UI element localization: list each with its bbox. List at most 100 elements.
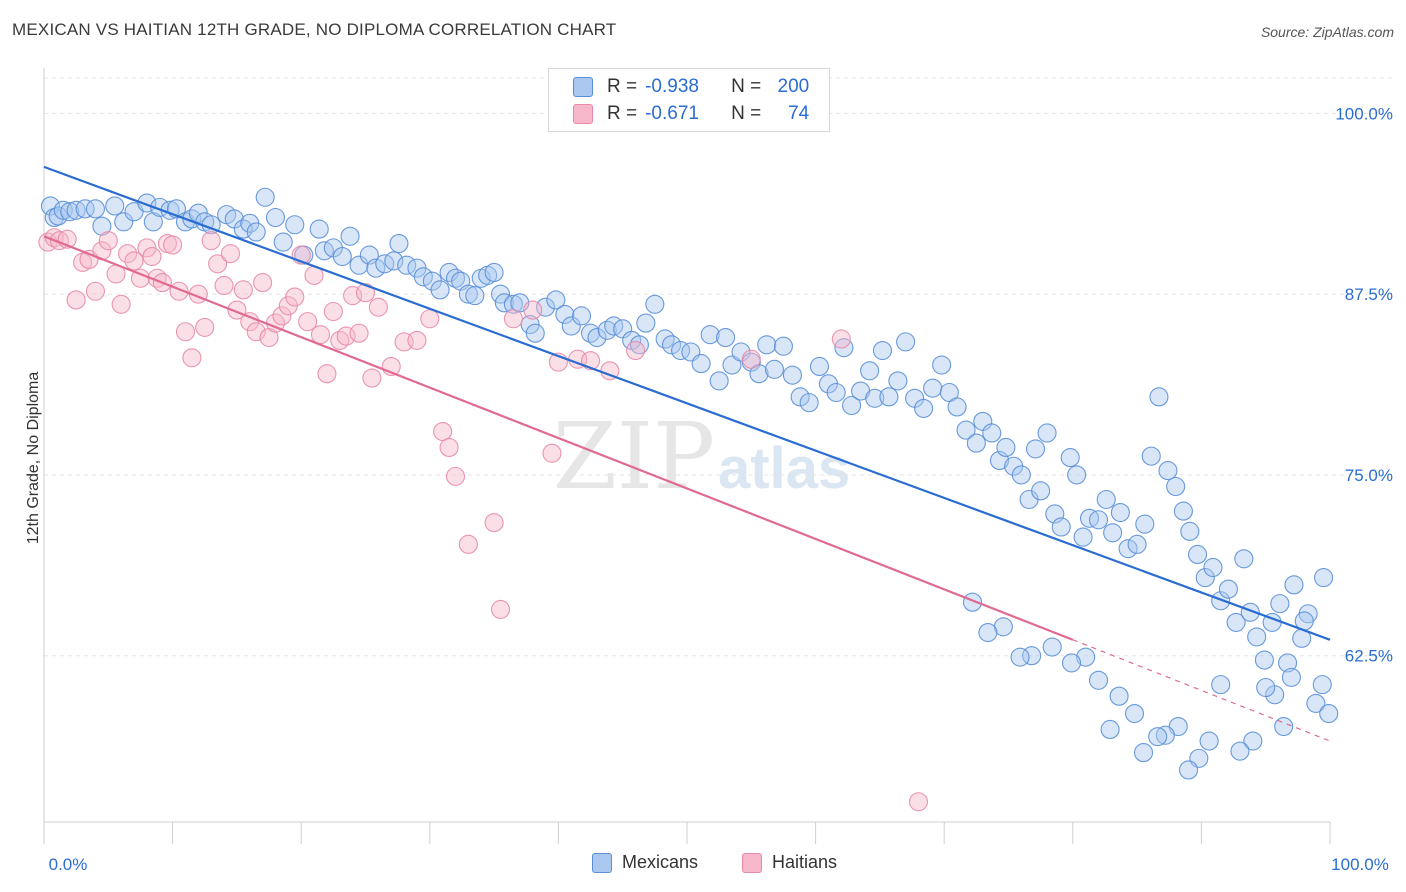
point-mexicans-35 [332,247,352,267]
point-mexicans-131 [1096,489,1116,510]
point-mexicans-98 [842,395,862,416]
point-mexicans-68 [587,327,607,348]
point-mexicans-136 [1135,514,1155,534]
point-mexicans-119 [1011,465,1031,485]
y-axis-label: 12th Grade, No Diploma [25,371,42,545]
point-mexicans-160 [1312,675,1332,695]
point-mexicans-39 [366,258,386,278]
point-mexicans-30 [285,215,305,235]
point-mexicans-75 [645,294,665,314]
point-mexicans-170 [1211,675,1231,695]
point-mexicans-51 [458,284,478,304]
point-mexicans-91 [782,365,803,385]
point-mexicans-159 [1306,693,1326,713]
point-mexicans-52 [465,286,485,306]
legend-row-mexicans: R = -0.938 N = 200 [573,74,809,100]
point-haitians-73 [908,792,929,812]
point-mexicans-173 [1178,760,1199,780]
point-mexicans-66 [571,306,592,326]
point-haitians-4 [66,290,86,310]
point-mexicans-107 [914,398,934,418]
point-mexicans-117 [996,437,1016,457]
point-mexicans-156 [1284,575,1304,595]
point-mexicans-122 [1031,481,1051,501]
point-mexicans-47 [430,280,450,300]
source-label: Source: ZipAtlas.com [1260,24,1394,40]
legend-n-label: N = [731,103,762,124]
point-haitians-55 [407,330,427,350]
point-mexicans-89 [764,359,784,379]
point-mexicans-147 [1218,579,1238,599]
point-mexicans-13 [143,212,163,232]
x-tick-label-1: 100.0% [1331,855,1389,874]
legend-r-value-haitians: -0.671 [645,103,699,124]
point-mexicans-128 [1073,527,1093,547]
point-mexicans-88 [757,335,777,355]
point-mexicans-58 [503,294,523,314]
point-mexicans-36 [340,226,360,246]
point-mexicans-8 [92,216,112,236]
point-mexicans-135 [1127,534,1147,554]
point-mexicans-188 [978,623,998,643]
point-haitians-27 [208,254,228,274]
watermark-atlas: atlas [718,436,850,501]
point-mexicans-133 [1110,502,1130,523]
point-haitians-72 [831,329,851,349]
point-mexicans-80 [691,354,711,374]
point-mexicans-27 [255,187,275,207]
point-haitians-71 [741,349,761,369]
point-mexicans-4 [60,202,80,222]
point-mexicans-138 [1149,387,1169,407]
point-haitians-23 [182,348,202,368]
point-mexicans-28 [265,207,286,228]
point-mexicans-111 [947,397,967,417]
point-haitians-33 [246,322,266,342]
legend-swatch-haitians [573,104,593,124]
point-mexicans-132 [1103,523,1123,543]
chart-title: MEXICAN VS HAITIAN 12TH GRADE, NO DIPLOM… [12,20,617,39]
point-mexicans-61 [525,323,545,343]
point-mexicans-6 [75,199,95,219]
point-mexicans-85 [731,342,751,362]
y-tick-label-1: 87.5% [1345,285,1393,304]
point-mexicans-42 [389,233,409,254]
point-mexicans-121 [1025,439,1046,459]
point-haitians-43 [310,325,331,345]
point-mexicans-123 [1037,423,1057,443]
point-mexicans-29 [273,232,293,252]
point-haitians-45 [323,301,343,322]
point-haitians-35 [259,327,279,348]
point-mexicans-130 [1088,510,1109,530]
trend-line-haitians [43,235,1074,641]
point-mexicans-125 [1051,517,1071,537]
point-haitians-52 [368,297,388,317]
point-mexicans-41 [384,251,404,271]
legend-n-label: N = [731,76,762,97]
bottom-legend-haitians: Haitians [742,852,837,873]
point-mexicans-169 [1230,741,1250,761]
point-mexicans-181 [1088,670,1109,690]
point-mexicans-64 [555,304,575,324]
point-haitians-25 [195,317,215,337]
point-mexicans-37 [349,255,369,275]
legend-r-label: R = [607,76,638,97]
point-mexicans-104 [888,371,908,391]
point-haitians-13 [124,251,144,271]
y-tick-label-2: 75.0% [1345,466,1393,485]
point-mexicans-65 [561,316,581,336]
point-mexicans-2 [48,206,68,226]
point-mexicans-151 [1247,627,1267,647]
bottom-legend-mexicans: Mexicans [592,852,698,873]
point-mexicans-145 [1203,557,1223,578]
legend-swatch-mexicans [573,77,593,97]
point-mexicans-49 [445,268,466,288]
bottom-legend-swatch-haitians [742,852,762,873]
bottom-legend-label-mexicans: Mexicans [622,852,699,872]
point-haitians-62 [490,599,511,619]
point-mexicans-32 [309,219,329,239]
point-haitians-63 [503,309,523,329]
point-haitians-12 [118,244,138,264]
y-tick-label-0: 100.0% [1335,104,1393,123]
point-mexicans-77 [662,335,682,355]
point-haitians-29 [220,244,241,264]
